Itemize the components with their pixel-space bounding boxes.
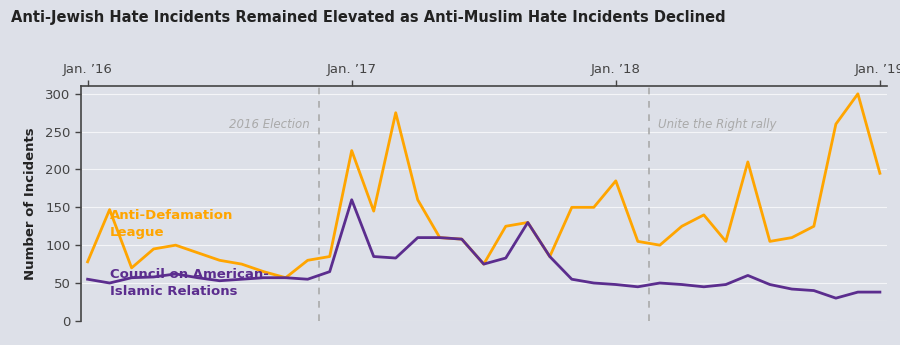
Text: Anti-Defamation
League: Anti-Defamation League [110, 209, 233, 239]
Y-axis label: Number of Incidents: Number of Incidents [24, 127, 37, 280]
Text: 2016 Election: 2016 Election [230, 118, 310, 131]
Text: Anti-Jewish Hate Incidents Remained Elevated as Anti-Muslim Hate Incidents Decli: Anti-Jewish Hate Incidents Remained Elev… [11, 10, 725, 25]
Text: Unite the Right rally: Unite the Right rally [658, 118, 776, 131]
Text: Council on American-
Islamic Relations: Council on American- Islamic Relations [110, 268, 268, 298]
